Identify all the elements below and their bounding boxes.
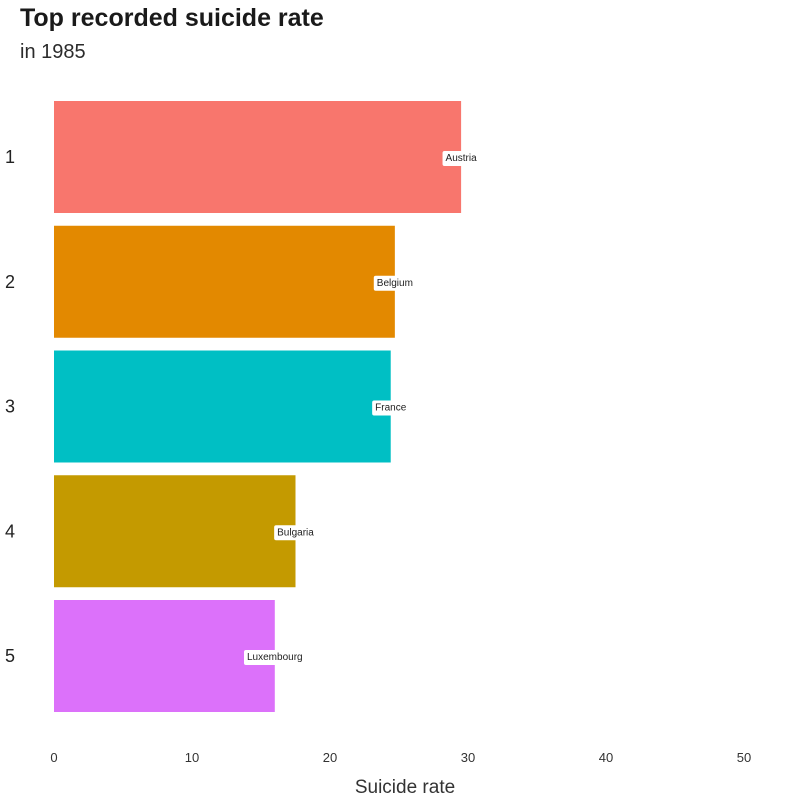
bars-layer [54, 101, 462, 712]
bar-label-text: Belgium [377, 278, 413, 289]
bar-label-text: Bulgaria [277, 527, 314, 538]
bar-belgium [54, 225, 395, 338]
bar-austria [54, 101, 462, 213]
x-tick-label: 10 [185, 750, 199, 765]
bar-label: Belgium [373, 275, 416, 291]
x-tick-label: 0 [50, 750, 57, 765]
rank-labels: 1 2 3 4 5 [5, 147, 15, 666]
bar-label-text: Austria [446, 153, 478, 164]
rank-label: 1 [5, 147, 15, 167]
bar-label: Bulgaria [274, 525, 318, 541]
x-tick-label: 40 [599, 750, 613, 765]
bar-label: Austria [442, 151, 481, 166]
x-tick-label: 50 [737, 750, 751, 765]
bar-bulgaria [54, 475, 296, 588]
rank-label: 3 [5, 397, 15, 417]
bar-label-box [244, 650, 306, 665]
bar-france [54, 350, 391, 463]
bar-label-box [442, 151, 481, 166]
chart-title: Top recorded suicide rate [20, 4, 324, 32]
bar-labels: Austria Belgium France Bulgaria Luxembourg [244, 151, 481, 665]
x-tick-label: 20 [323, 750, 337, 765]
bar-label-box [274, 525, 318, 541]
rank-label: 2 [5, 272, 15, 292]
bar-label-text: France [375, 403, 407, 414]
bar-luxembourg [54, 600, 275, 712]
chart-subtitle: in 1985 [20, 41, 86, 63]
bar-label: France [372, 400, 410, 416]
bar-label-text: Luxembourg [247, 652, 303, 663]
rank-label: 4 [5, 521, 15, 541]
rank-label: 5 [5, 646, 15, 666]
bar-label-box [372, 400, 410, 416]
bar-label: Luxembourg [244, 650, 306, 665]
x-tick-label: 30 [461, 750, 475, 765]
x-axis-title: Suicide rate [355, 777, 455, 798]
bar-label-box [373, 275, 416, 291]
x-axis-ticks: 0 10 20 30 40 50 [50, 750, 751, 765]
